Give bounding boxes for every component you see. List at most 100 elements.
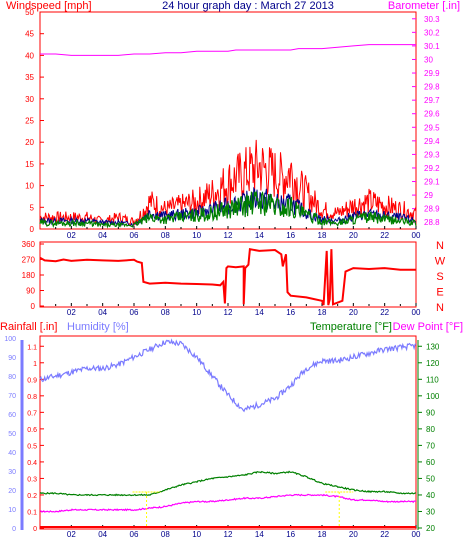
rain-tick-label: 0.8 [27, 394, 37, 401]
temp-tick-label: 100 [426, 392, 440, 401]
direction-axis-ticks: 0 90 180 270 360 [22, 240, 44, 311]
temperature-axis-ticks: 20 30 40 50 60 70 80 90 100 110 120 130 [418, 342, 440, 533]
hour-tick-label: 00 [412, 530, 421, 539]
humidity-tick-label: 50 [8, 431, 16, 438]
temp-tick-label: 90 [426, 408, 435, 417]
rain-tick-label: 0.5 [27, 443, 37, 450]
direction-tick-label: 0 [31, 302, 36, 311]
baro-tick-label: 30.3 [424, 15, 440, 24]
humidity-tick-label: 70 [8, 393, 16, 400]
baro-tick-label: 29.9 [424, 69, 440, 78]
wind-tick-label: 40 [25, 51, 34, 60]
temp-tick-label: 130 [426, 342, 440, 351]
hour-tick-label: 10 [192, 530, 201, 539]
baro-tick-label: 29.8 [424, 83, 440, 92]
rain-tick-label: 0.9 [27, 377, 37, 384]
baro-tick-label: 29.6 [424, 110, 440, 119]
rain-tick-label: 1.1 [27, 344, 37, 351]
direction-tick-label: 270 [22, 256, 36, 265]
direction-panel-frame [39, 241, 417, 308]
baro-tick-label: 29.5 [424, 123, 440, 132]
wind-tick-label: 20 [25, 138, 34, 147]
hour-tick-label: 12 [224, 308, 233, 317]
humidity-tick-label: 60 [8, 412, 16, 419]
humidity-axis-ticks: 0 10 20 30 40 50 60 70 80 90 100 [4, 336, 16, 533]
wind-tick-label: 15 [25, 160, 34, 169]
hour-tick-label: 20 [349, 530, 358, 539]
hour-tick-label: 14 [255, 231, 264, 240]
humidity-tick-label: 10 [8, 507, 16, 514]
dewpoint-axis-label: Dew Point [°F] [393, 321, 463, 333]
windspeed-axis-label: Windspeed [mph] [6, 0, 92, 12]
direction-tick-label: 360 [22, 240, 36, 249]
dewpoint-series [39, 493, 417, 513]
rainfall-axis-label: Rainfall [.in] [0, 321, 57, 333]
direction-hour-ticks: 02 04 06 08 10 12 14 16 18 20 22 00 [55, 303, 421, 317]
temp-tick-label: 110 [426, 375, 439, 384]
hour-tick-label: 04 [98, 231, 107, 240]
wind-tick-label: 5 [30, 203, 35, 212]
hour-tick-label: 18 [318, 308, 327, 317]
hour-tick-label: 08 [161, 308, 170, 317]
humidity-series [39, 338, 417, 413]
hour-tick-label: 18 [318, 231, 327, 240]
wind-tick-label: 10 [25, 182, 34, 191]
hour-tick-label: 10 [192, 308, 201, 317]
temp-tick-label: 80 [426, 425, 435, 434]
rain-tick-label: 0.7 [27, 410, 37, 417]
hour-tick-label: 16 [286, 308, 295, 317]
hour-tick-label: 20 [349, 231, 358, 240]
baro-tick-label: 29.4 [424, 137, 440, 146]
humidity-tick-label: 100 [4, 336, 16, 343]
hour-tick-label: 18 [318, 530, 327, 539]
humidity-tick-label: 40 [8, 450, 16, 457]
baro-tick-label: 28.8 [424, 218, 440, 227]
baro-tick-label: 29.3 [424, 150, 440, 159]
graph-title: 24 hour graph day : March 27 2013 [162, 0, 334, 12]
temp-tick-label: 70 [426, 441, 435, 450]
compass-label: N [436, 302, 444, 314]
humidity-tick-label: 80 [8, 374, 16, 381]
temp-tick-label: 60 [426, 458, 435, 467]
hour-tick-label: 22 [380, 308, 389, 317]
hour-tick-label: 22 [380, 231, 389, 240]
baro-tick-label: 30 [424, 55, 433, 64]
hour-tick-label: 16 [286, 530, 295, 539]
hour-tick-label: 06 [130, 308, 139, 317]
wind-tick-label: 35 [25, 73, 34, 82]
wind-tick-label: 25 [25, 117, 34, 126]
baro-tick-label: 30.2 [424, 28, 440, 37]
wind-direction-series [39, 248, 416, 306]
hour-tick-label: 22 [380, 530, 389, 539]
wind-tick-label: 50 [25, 8, 34, 17]
baro-tick-label: 28.9 [424, 205, 440, 214]
temperature-axis-label: Temperature [°F] [310, 321, 392, 333]
wind-average-series [39, 191, 417, 229]
humidity-tick-label: 20 [8, 488, 16, 495]
compass-label: W [435, 256, 446, 268]
humidity-tick-label: 30 [8, 469, 16, 476]
rain-tick-label: 1 [33, 361, 37, 368]
hour-tick-label: 20 [349, 308, 358, 317]
barometer-series [40, 44, 416, 56]
hour-tick-label: 02 [67, 231, 76, 240]
baro-tick-label: 29.7 [424, 96, 440, 105]
hour-tick-label: 04 [98, 308, 107, 317]
baro-tick-label: 29 [424, 191, 433, 200]
barometer-axis-label: Barometer [.in] [388, 0, 460, 12]
direction-tick-label: 90 [26, 287, 35, 296]
wind-hour-ticks: 02 04 06 08 10 12 14 16 18 20 22 00 [55, 226, 421, 240]
rain-tick-label: 0 [33, 526, 37, 533]
rain-tick-label: 0.2 [27, 493, 37, 500]
temp-tick-label: 50 [426, 474, 435, 483]
rain-tick-label: 0.1 [27, 509, 37, 516]
compass-label: N [436, 240, 444, 252]
wind-axis-ticks: 0 5 10 15 20 25 30 35 40 45 50 [25, 8, 44, 234]
temp-tick-label: 120 [426, 359, 440, 368]
hour-tick-label: 10 [192, 231, 201, 240]
sunrise-sunset-markers [132, 491, 354, 528]
hour-tick-label: 06 [130, 530, 139, 539]
hour-tick-label: 00 [412, 231, 421, 240]
climate-panel-frame [39, 335, 417, 530]
